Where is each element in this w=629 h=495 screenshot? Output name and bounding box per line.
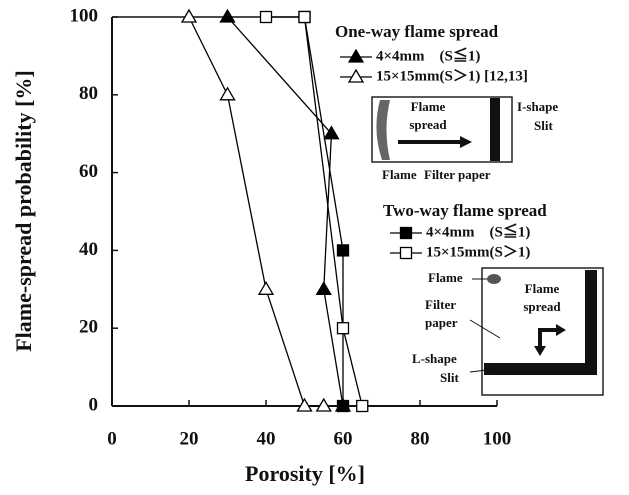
legend-label: 15×15mm(S＞1) [12,13] xyxy=(376,68,528,84)
inset-label: L-shape xyxy=(412,351,457,366)
y-tick-label: 0 xyxy=(89,394,99,415)
legend-marker xyxy=(347,48,365,63)
inset-label: Slit xyxy=(534,118,553,133)
marker xyxy=(315,281,332,295)
inset-label: paper xyxy=(425,315,458,330)
marker xyxy=(259,10,273,24)
series-line xyxy=(303,16,344,406)
inset-label: Flame xyxy=(428,270,463,285)
inset-one-way: Flame spread I-shape Slit Flame Filter p… xyxy=(371,96,558,182)
marker xyxy=(336,322,350,335)
x-tick-label: 60 xyxy=(334,428,353,449)
inset-label: spread xyxy=(523,299,561,314)
marker xyxy=(219,86,236,101)
legend-title: One-way flame spread xyxy=(335,22,499,41)
y-tick-label: 40 xyxy=(79,239,98,260)
x-tick-label: 40 xyxy=(257,428,276,449)
legend-label: 4×4mm (S≦1) xyxy=(376,46,480,64)
y-tick-label: 60 xyxy=(79,161,98,182)
legend-label: 4×4mm (S≦1) xyxy=(426,222,530,240)
y-tick-label: 100 xyxy=(70,5,99,26)
legend-marker xyxy=(399,226,413,240)
inset-label: I-shape xyxy=(517,99,558,114)
inset-two-way: Flame Flame spread Filter paper L-shape … xyxy=(412,267,604,396)
inset-label: Filter paper xyxy=(424,167,491,182)
legend-marker xyxy=(347,68,365,83)
inset-label: Slit xyxy=(440,370,459,385)
marker xyxy=(356,399,369,413)
y-axis-label: Flame-spread probability [%] xyxy=(11,70,36,352)
series-line xyxy=(188,16,324,407)
series-line xyxy=(266,16,363,407)
legend-label: 15×15mm(S＞1) xyxy=(426,244,530,260)
marker xyxy=(296,397,313,412)
inset-label: Flame xyxy=(382,167,417,182)
marker xyxy=(336,399,350,413)
y-tick-label: 80 xyxy=(79,83,98,104)
legend-marker xyxy=(399,246,413,260)
marker xyxy=(219,8,236,23)
marker xyxy=(298,10,311,24)
x-tick-label: 80 xyxy=(411,428,430,449)
marker xyxy=(257,281,275,295)
marker xyxy=(336,244,350,257)
inset-label: Flame xyxy=(411,99,446,114)
marker xyxy=(323,125,340,140)
inset-label: spread xyxy=(409,117,447,132)
legend-title: Two-way flame spread xyxy=(383,201,547,220)
x-axis-label: Porosity [%] xyxy=(245,461,365,486)
series-line xyxy=(227,16,344,407)
x-tick-label: 0 xyxy=(107,428,117,449)
x-tick-label: 20 xyxy=(180,428,199,449)
inset-label: Filter xyxy=(425,297,456,312)
inset-label: Flame xyxy=(525,281,560,296)
y-tick-label: 20 xyxy=(79,317,98,338)
marker xyxy=(315,397,332,412)
x-tick-label: 100 xyxy=(483,428,512,449)
marker xyxy=(180,8,198,23)
